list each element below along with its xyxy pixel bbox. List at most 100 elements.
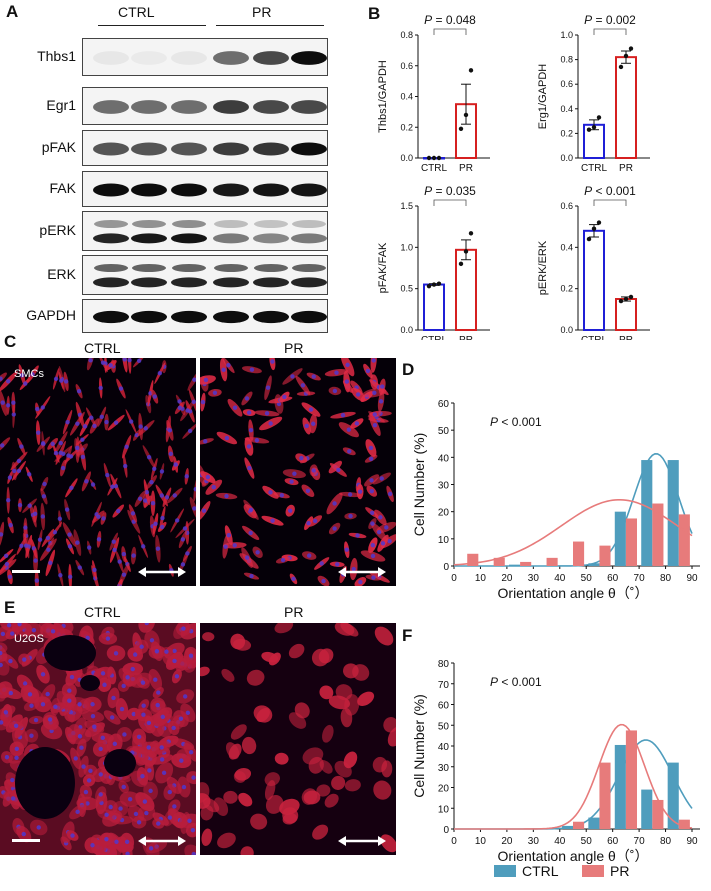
nucleus [153, 521, 158, 526]
cell [250, 813, 268, 830]
wb-band [253, 51, 289, 65]
cell [319, 760, 333, 774]
cell [316, 784, 331, 797]
direction-arrow-head [178, 836, 186, 846]
nucleus [148, 846, 154, 851]
nucleus [332, 501, 337, 506]
nucleus [248, 427, 254, 433]
nucleus [19, 444, 24, 449]
wb-band [131, 142, 167, 156]
panel-letter-c: C [4, 332, 17, 351]
nucleus [27, 692, 33, 697]
nucleus [192, 377, 196, 382]
wb-band-lower [131, 277, 167, 288]
wb-row-thbs1 [82, 38, 328, 76]
hist-bar-ctrl [641, 460, 653, 566]
nucleus [76, 389, 82, 394]
y-tick-label: 50 [438, 721, 450, 732]
nucleus [305, 488, 311, 493]
nucleus [10, 796, 16, 801]
wb-row-bands-egr1 [93, 100, 327, 114]
nucleus [372, 390, 377, 396]
data-point [623, 296, 629, 302]
wb-band-lower [213, 277, 249, 288]
nucleus [92, 567, 97, 573]
x-axis-label: Orientation angle θ（˚） [498, 585, 649, 600]
nucleus [33, 717, 39, 723]
cell [221, 668, 235, 682]
p-value: P = 0.035 [424, 184, 476, 198]
direction-arrow-head [378, 567, 386, 577]
nucleus [226, 533, 231, 538]
wb-group-line-pr [216, 25, 324, 26]
bar-pr [615, 298, 637, 331]
cell [340, 707, 353, 728]
nucleus [172, 658, 177, 664]
hist-bar-pr [678, 514, 690, 566]
nucleus [118, 386, 124, 391]
nucleus [182, 526, 188, 531]
cell [372, 756, 388, 773]
nucleus [384, 525, 389, 530]
nucleus [40, 405, 45, 410]
x-tick-label: 50 [581, 573, 593, 584]
y-tick-label: 0.0 [400, 325, 413, 335]
wb-row-erk [82, 255, 328, 295]
x-tick-label: 20 [501, 836, 513, 847]
nucleus [211, 484, 216, 490]
nucleus [311, 468, 316, 473]
nucleus [371, 575, 376, 580]
nucleus [67, 688, 72, 693]
nucleus [75, 809, 80, 815]
data-point [458, 261, 464, 267]
cell [265, 795, 284, 814]
legend-swatch-ctrl [494, 865, 516, 877]
nucleus [265, 385, 271, 390]
nucleus [289, 479, 294, 484]
nucleus [378, 515, 383, 520]
data-point [436, 281, 442, 286]
wb-band [171, 310, 207, 324]
nucleus [160, 515, 165, 521]
nucleus [0, 532, 4, 537]
nucleus [141, 703, 146, 708]
nucleus [121, 683, 126, 689]
data-point [591, 226, 597, 231]
gap [15, 747, 75, 819]
nucleus [112, 741, 118, 747]
y-axis-label: pERK/ERK [537, 240, 549, 295]
bar-pr [455, 248, 477, 332]
data-point [623, 53, 629, 59]
nucleus [130, 511, 136, 516]
nucleus [58, 573, 63, 578]
nucleus [221, 367, 226, 373]
y-tick-label: 0 [443, 825, 449, 836]
wb-band [291, 183, 327, 197]
nucleus [57, 516, 63, 521]
nucleus [123, 463, 128, 469]
micrograph-tag-smcs: SMCs [14, 368, 44, 380]
nucleus [69, 485, 74, 491]
nucleus [292, 471, 297, 476]
nucleus [114, 839, 119, 844]
x-tick-label-ctrl: CTRL [421, 163, 448, 174]
panel-letter-d: D [402, 360, 415, 379]
cell [288, 643, 305, 659]
nucleus [308, 407, 314, 412]
nucleus [140, 680, 146, 685]
nucleus [8, 522, 13, 528]
nucleus [89, 415, 94, 420]
y-tick-label: 0.6 [560, 201, 573, 211]
nucleus [90, 702, 95, 707]
y-tick-label: 0.4 [560, 104, 573, 114]
wb-row-label-gapdh: GAPDH [26, 307, 76, 323]
e-header-ctrl: CTRL [84, 604, 121, 620]
cell [328, 695, 350, 710]
wb-band [253, 183, 289, 197]
hist-bar-pr [546, 557, 558, 566]
nucleus [92, 724, 97, 729]
cell [261, 651, 279, 663]
fit-curve-pr [453, 498, 693, 566]
nucleus [119, 706, 125, 712]
nucleus [52, 530, 58, 535]
